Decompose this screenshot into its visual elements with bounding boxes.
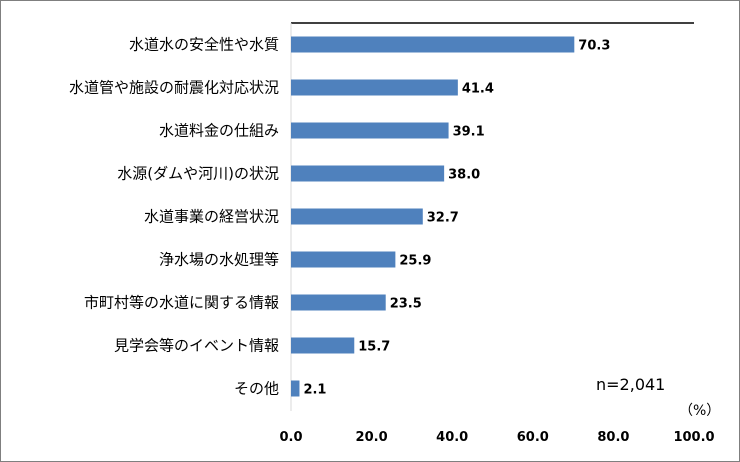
value-label-2: 41.4 <box>462 82 494 97</box>
x-axis-tick-labels: 0.0 20.0 40.0 60.0 80.0 100.0 <box>279 430 714 445</box>
category-labels: 水道水の安全性や水質水道管や施設の耐震化対応状況水道料金の仕組み水源(ダムや河川… <box>69 36 279 398</box>
x-tick-label-6: 100.0 <box>673 430 714 445</box>
bar-1 <box>291 36 575 53</box>
category-label-5: 水道事業の経営状況 <box>144 208 279 226</box>
bar-3 <box>291 122 449 139</box>
bar-4 <box>291 165 445 182</box>
value-label-3: 39.1 <box>453 125 485 140</box>
x-tick-label-2: 20.0 <box>356 430 388 445</box>
category-label-2: 水道管や施設の耐震化対応状況 <box>69 79 279 97</box>
value-label-5: 32.7 <box>427 211 459 226</box>
category-label-6: 浄水場の水処理等 <box>159 251 279 269</box>
bars-group <box>291 36 575 397</box>
x-tick-label-4: 60.0 <box>517 430 549 445</box>
category-label-9: その他 <box>234 380 279 398</box>
category-label-7: 市町村等の水道に関する情報 <box>84 294 279 312</box>
value-label-6: 25.9 <box>399 254 431 269</box>
value-label-4: 38.0 <box>448 168 480 183</box>
sample-size-note: n=2,041 <box>596 375 665 394</box>
bar-5 <box>291 208 423 225</box>
bar-6 <box>291 251 396 268</box>
bar-2 <box>291 79 458 96</box>
bar-7 <box>291 294 386 311</box>
category-label-3: 水道料金の仕組み <box>159 122 279 140</box>
value-label-7: 23.5 <box>390 297 422 312</box>
category-label-4: 水源(ダムや河川)の状況 <box>117 165 279 183</box>
category-label-8: 見学会等のイベント情報 <box>114 337 279 355</box>
bar-9 <box>291 380 300 397</box>
category-label-1: 水道水の安全性や水質 <box>129 36 279 54</box>
x-tick-label-1: 0.0 <box>279 430 302 445</box>
value-label-8: 15.7 <box>358 340 390 355</box>
unit-label: （%） <box>679 403 720 419</box>
x-tick-label-5: 80.0 <box>597 430 629 445</box>
x-tick-label-3: 40.0 <box>436 430 468 445</box>
value-label-9: 2.1 <box>303 383 326 398</box>
bar-8 <box>291 337 355 354</box>
value-label-1: 70.3 <box>578 39 610 54</box>
value-labels: 70.3 41.4 39.1 38.0 32.7 25.9 23.5 15.7 2.1 <box>303 39 610 398</box>
